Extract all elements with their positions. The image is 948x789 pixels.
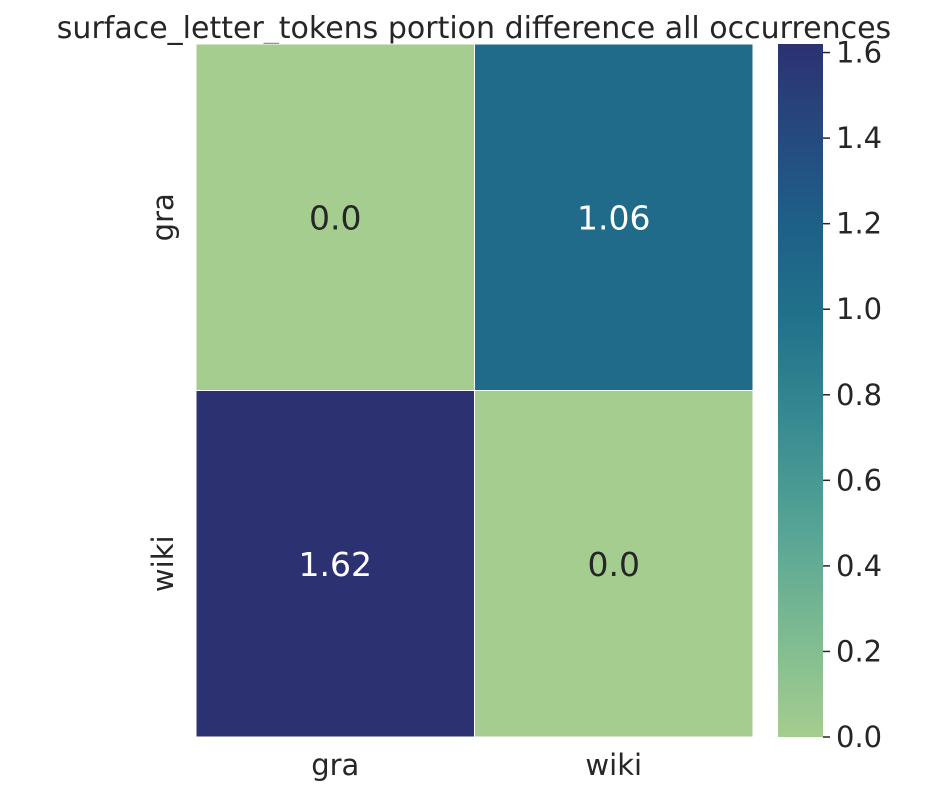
heatmap-cell (195, 43, 475, 391)
x-axis-ticks: gra wiki (311, 748, 642, 782)
chart-title: surface_letter_tokens portion difference… (57, 11, 891, 46)
x-tick-label: gra (311, 748, 359, 782)
colorbar: 0.0 0.2 0.4 0.6 0.8 1.0 1.2 1.4 1.6 (778, 36, 882, 754)
colorbar-gradient (778, 44, 823, 737)
y-axis-ticks: gra wiki (146, 193, 180, 592)
colorbar-tick-label: 1.2 (836, 207, 882, 241)
colorbar-tick-label: 1.4 (836, 121, 882, 155)
colorbar-tick-label: 0.2 (836, 634, 882, 668)
cell-value-label: 1.06 (577, 198, 650, 237)
heatmap-cell (195, 390, 475, 738)
colorbar-tick-label: 1.6 (836, 36, 882, 70)
colorbar-tick-label: 1.0 (836, 292, 882, 326)
cell-value-label: 1.62 (299, 545, 372, 584)
y-tick-label: wiki (146, 535, 180, 592)
heatmap-cell (474, 43, 754, 391)
heatmap-cell (474, 390, 754, 738)
x-tick-label: wiki (585, 748, 642, 782)
y-tick-label: gra (146, 193, 180, 241)
colorbar-tick-label: 0.8 (836, 378, 882, 412)
cell-value-label: 0.0 (588, 545, 640, 584)
colorbar-tick-label: 0.6 (836, 463, 882, 497)
colorbar-tick-label: 0.0 (836, 720, 882, 754)
colorbar-tick-label: 0.4 (836, 549, 882, 583)
cell-value-label: 0.0 (309, 198, 361, 237)
heatmap-cells: 0.0 1.06 1.62 0.0 (195, 43, 754, 738)
